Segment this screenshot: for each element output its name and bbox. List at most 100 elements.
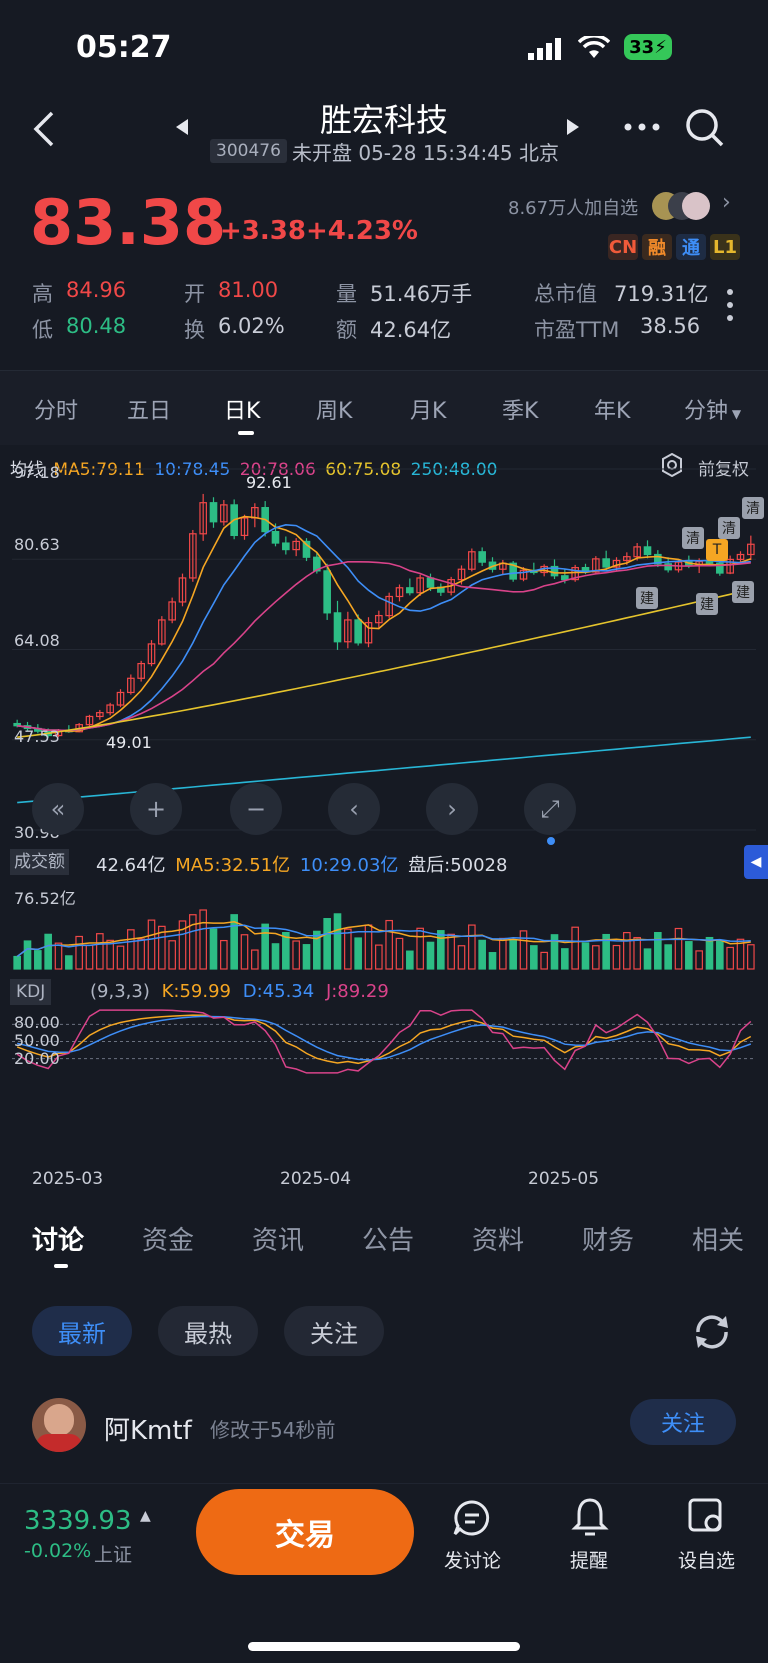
date-tick-apr: 2025-04 — [280, 1169, 352, 1189]
price-change: +3.38 — [220, 216, 306, 246]
discuss-label[interactable]: 发讨论 — [444, 1550, 502, 1572]
volume-bar — [664, 944, 672, 970]
volume-bar — [716, 940, 724, 970]
signal-clear-1: 清 — [742, 497, 764, 519]
period-tab-intraday[interactable]: 分时 — [34, 399, 79, 424]
volume-bar — [313, 930, 321, 970]
tab-financials[interactable]: 财务 — [582, 1226, 635, 1256]
rewind-icon[interactable]: « — [32, 783, 84, 835]
status-bar: 05:27 33 ⚡ — [0, 0, 768, 95]
candle-body — [168, 601, 176, 621]
next-stock-icon[interactable] — [565, 119, 579, 139]
volume-bar — [85, 944, 94, 970]
volume-bar — [747, 944, 755, 970]
candle-body — [302, 540, 311, 558]
volume-bar — [220, 939, 228, 970]
back-icon[interactable] — [30, 109, 66, 149]
volume-bar — [571, 926, 579, 970]
ma20-value: 20:78.06 — [239, 460, 316, 480]
signal-clear-3: 清 — [682, 527, 704, 549]
volume-bar — [34, 950, 42, 970]
tab-discussion[interactable]: 讨论 — [32, 1226, 85, 1256]
price: 83.38 — [30, 186, 227, 259]
tab-funds[interactable]: 资金 — [142, 1226, 195, 1256]
refresh-icon[interactable] — [690, 1310, 734, 1358]
volume-bar — [75, 935, 83, 970]
alert-label[interactable]: 提醒 — [570, 1550, 609, 1572]
page-title: 胜宏科技 — [319, 101, 448, 139]
tab-news[interactable]: 资讯 — [252, 1226, 305, 1256]
candle-body — [178, 577, 187, 603]
add-watchlist-icon[interactable] — [686, 1496, 726, 1540]
kdj-j: J:89.29 — [325, 981, 389, 1002]
volume-ma5: MA5:32.51亿 — [175, 855, 291, 876]
pe-label: 市盈TTM — [534, 318, 620, 342]
discuss-icon[interactable] — [452, 1498, 492, 1542]
turnover-value: 6.02% — [218, 314, 285, 338]
adjust-mode[interactable]: 前复权 — [698, 460, 749, 480]
volume-label: 成交额 — [10, 849, 69, 875]
volume-bar — [550, 934, 559, 970]
volume-bar — [540, 951, 548, 970]
candle-body — [364, 622, 373, 644]
volume-bar — [623, 932, 631, 970]
post-username[interactable]: 阿Kmtf — [104, 1416, 192, 1446]
volume-bar — [674, 927, 683, 970]
badge-l1: L1 — [710, 234, 740, 260]
period-tab-minutes[interactable]: 分钟 ▼ — [684, 399, 742, 424]
chart-area[interactable]: 均线 MA5:79.11 10:78.45 20:78.06 60:75.08 … — [0, 445, 768, 1200]
collapse-panel-icon[interactable]: ◀ — [744, 845, 768, 879]
ma-label: 均线 — [10, 460, 44, 480]
mktcap-value: 719.31亿 — [614, 282, 709, 306]
bell-icon[interactable] — [570, 1496, 610, 1542]
fullscreen-icon[interactable]: ⤢ — [524, 783, 576, 835]
tab-related[interactable]: 相关 — [692, 1226, 744, 1256]
kdj-k: K:59.99 — [161, 981, 231, 1002]
period-tab-5day[interactable]: 五日 — [127, 399, 172, 424]
filter-following[interactable]: 关注 — [284, 1306, 384, 1356]
candle-body — [220, 504, 228, 523]
date-tick-mar: 2025-03 — [32, 1169, 104, 1189]
period-tab-quarterly[interactable]: 季K — [502, 399, 539, 424]
add-watchlist-label[interactable]: 设自选 — [678, 1550, 736, 1572]
period-tab-weekly[interactable]: 周K — [316, 399, 353, 424]
period-tab-yearly[interactable]: 年K — [594, 399, 631, 424]
zoom-in-icon[interactable]: + — [130, 783, 182, 835]
stock-code: 300476 — [210, 139, 287, 163]
candle-body — [416, 577, 424, 594]
index-value[interactable]: 3339.93 — [24, 1506, 132, 1536]
follow-button[interactable]: 关注 — [630, 1399, 736, 1445]
search-icon[interactable] — [684, 107, 726, 153]
scroll-right-icon[interactable]: › — [426, 783, 478, 835]
candle-body — [209, 502, 218, 523]
vertical-more-icon[interactable] — [726, 288, 734, 326]
volume-bar — [127, 929, 135, 970]
more-icon[interactable] — [622, 115, 662, 143]
candle-body — [292, 540, 300, 551]
candle-body — [633, 546, 641, 558]
period-tab-monthly[interactable]: 月K — [410, 399, 447, 424]
prev-stock-icon[interactable] — [176, 119, 190, 139]
candle-body — [406, 587, 414, 594]
avatar[interactable] — [32, 1398, 86, 1452]
open-value: 81.00 — [218, 278, 279, 302]
filter-hot[interactable]: 最热 — [158, 1306, 258, 1356]
volume-bar — [447, 933, 455, 970]
volume-bar — [695, 950, 703, 970]
zoom-out-icon[interactable]: − — [230, 783, 282, 835]
period-tab-daily[interactable]: 日K — [224, 399, 261, 424]
scroll-left-icon[interactable]: ‹ — [328, 783, 380, 835]
chevron-right-icon[interactable]: › — [722, 190, 731, 215]
volume-bar — [395, 937, 404, 970]
trade-button[interactable]: 交易 — [196, 1489, 414, 1575]
volume-bar — [168, 940, 176, 970]
tab-announcements[interactable]: 公告 — [362, 1226, 415, 1256]
filter-latest[interactable]: 最新 — [32, 1306, 132, 1356]
volume-bar — [23, 940, 32, 970]
candle-body — [106, 704, 114, 714]
watcher-avatars[interactable] — [652, 192, 710, 220]
amount-label: 额 — [336, 318, 357, 342]
kdj-level-80: 80.00 — [14, 1013, 60, 1032]
tab-profile[interactable]: 资料 — [472, 1226, 525, 1256]
volume-bar — [685, 941, 693, 970]
